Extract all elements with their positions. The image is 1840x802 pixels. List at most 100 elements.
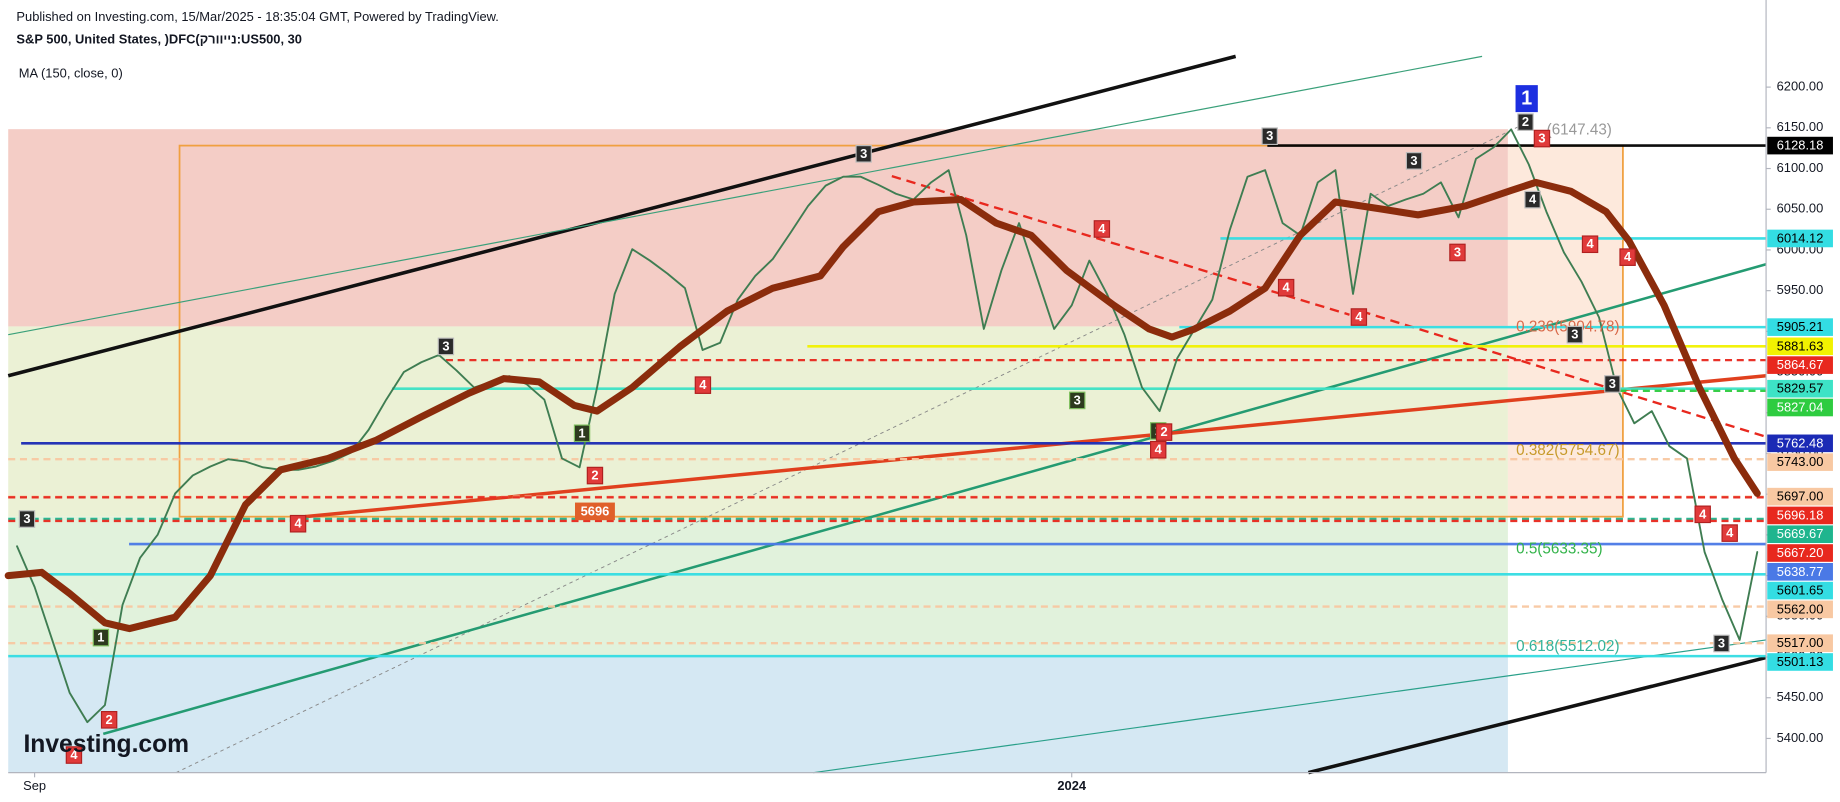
wave-label: 4 [1699, 506, 1707, 521]
trend-line [8, 55, 1483, 336]
price-tag-label: 5697.00 [1777, 489, 1824, 504]
y-tick-label: 6050.00 [1777, 201, 1824, 216]
wave-label: 4 [1155, 442, 1163, 457]
wave-box [573, 424, 591, 443]
zone-green [8, 516, 1508, 656]
wave-box [65, 746, 83, 764]
wave-label: 4 [699, 377, 707, 392]
wave-label: 3 [1454, 244, 1461, 259]
wave-label: 3 [1266, 128, 1273, 143]
wave-label: 3 [1410, 153, 1417, 168]
y-tick-label: 6100.00 [1777, 160, 1824, 175]
price-tag [1767, 379, 1833, 398]
wave-label: 3 [1571, 327, 1578, 342]
wave-label: 3 [860, 146, 867, 161]
wave-box [1604, 375, 1621, 393]
price-tag-label: 5601.65 [1777, 583, 1824, 598]
wave-label: 3 [1718, 635, 1725, 650]
price-tag [1767, 600, 1833, 619]
wave-box [1150, 440, 1167, 459]
wave-box [1155, 423, 1173, 441]
annotation: 5696 [581, 503, 610, 518]
wave-label: 1 [578, 425, 585, 440]
wave-label: 3 [1074, 392, 1081, 407]
price-tag-label: 5562.00 [1777, 601, 1824, 616]
wave-box [1405, 152, 1423, 170]
price-tag [1767, 562, 1833, 581]
price-tag-label: 5829.57 [1777, 381, 1824, 396]
wave-label: 4 [1098, 221, 1106, 236]
wave-box [855, 145, 872, 163]
wave-label: 3 [442, 338, 449, 353]
wave-box [694, 376, 712, 394]
price-tag [1767, 136, 1833, 155]
wave-box [437, 337, 455, 356]
legend-entry: MA (150, close, 0) [19, 65, 123, 80]
wave-box [1449, 243, 1466, 262]
published: Published on Investing.com, 15/Mar/2025 … [16, 9, 498, 24]
wave-label: 4 [70, 747, 78, 762]
trend-line [1360, 310, 1767, 438]
trend-line [1307, 655, 1767, 775]
wave-box [1581, 235, 1599, 254]
wave-box [92, 628, 110, 647]
price-tag-label: 5827.04 [1777, 399, 1824, 414]
labels: 0.236(5904.78)0.382(5754.67)0.5(5633.35)… [18, 85, 1738, 764]
trend-line [891, 175, 1350, 316]
wave-box [1277, 278, 1295, 297]
annotation-box [575, 502, 615, 521]
wave-box [1533, 129, 1551, 148]
wave-box [289, 514, 307, 533]
fib-label: 0.5(5633.35) [1516, 541, 1602, 558]
levels [8, 144, 1767, 658]
wave-box [1619, 248, 1636, 266]
wave-box [1721, 524, 1738, 542]
price-tag [1767, 581, 1833, 600]
price-tag [1767, 434, 1833, 453]
price-tag-label: 5638.77 [1777, 564, 1824, 579]
price-tag [1767, 525, 1833, 544]
price-tag-label: 5762.48 [1777, 435, 1824, 450]
wave-box [1515, 85, 1538, 113]
price-tag [1767, 229, 1833, 248]
price-tag [1767, 318, 1833, 336]
wave-label: 2 [591, 468, 598, 483]
wave-box [1350, 308, 1368, 326]
price-tag [1767, 453, 1833, 471]
wave-label: 3 [23, 511, 30, 526]
wave-box [1093, 220, 1111, 238]
trend-line [813, 639, 1767, 774]
price-tag-label: 6128.18 [1777, 138, 1824, 153]
price-tag-label: 5501.13 [1777, 654, 1824, 669]
wave-label: 2 [106, 712, 113, 727]
wave-box [1261, 127, 1278, 146]
price-tag [1767, 634, 1833, 652]
wave-label: 4 [1283, 280, 1291, 295]
wave-box [1069, 391, 1086, 410]
wave-label: 2 [1160, 424, 1167, 439]
price-tag-label: 5517.00 [1777, 635, 1824, 650]
y-tick-label: 5450.00 [1777, 689, 1824, 704]
wave-label: 1 [97, 630, 104, 645]
price-tag [1767, 487, 1833, 506]
wave-box [1713, 634, 1730, 653]
wave-box [1694, 505, 1711, 524]
y-tick-label: 5400.00 [1777, 730, 1824, 745]
x-tick-label: Sep [23, 778, 46, 793]
wave-box [1566, 325, 1584, 344]
y-tick-label: 6150.00 [1777, 119, 1824, 134]
chart-title: S&P 500, United States, )DFC(קרוויינ:US5… [16, 31, 302, 46]
price-tag [1767, 356, 1833, 374]
fib-label: (6147.43) [1547, 121, 1612, 138]
price-tag-label: 5905.21 [1777, 319, 1824, 334]
price-tag-label: 5881.63 [1777, 338, 1824, 353]
price-tag [1767, 544, 1833, 562]
price-tag [1767, 337, 1833, 356]
fib-label: 0.618(5512.02) [1516, 638, 1619, 655]
wave-label: 4 [1586, 236, 1594, 251]
fib-label: 0.382(5754.67) [1516, 442, 1619, 459]
price-line [16, 128, 1759, 724]
wave-label: 2 [1522, 114, 1529, 129]
wave-label: 1 [1521, 87, 1532, 109]
